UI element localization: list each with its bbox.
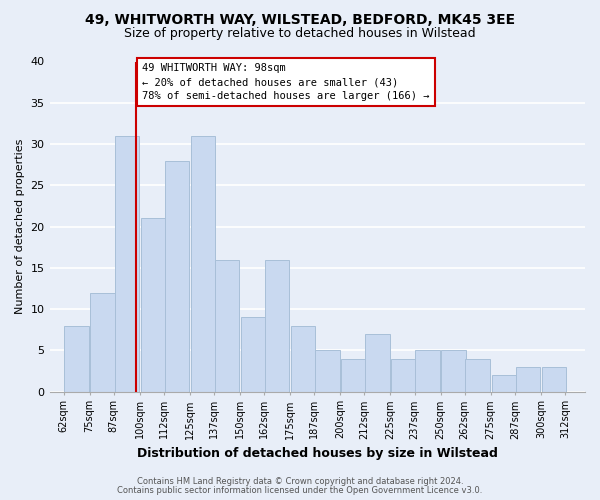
Bar [466, 358, 490, 392]
X-axis label: Distribution of detached houses by size in Wilstead: Distribution of detached houses by size … [137, 447, 498, 460]
Text: Contains HM Land Registry data © Crown copyright and database right 2024.: Contains HM Land Registry data © Crown c… [137, 477, 463, 486]
Bar [115, 136, 139, 392]
Bar [291, 326, 316, 392]
Y-axis label: Number of detached properties: Number of detached properties [15, 139, 25, 314]
Bar [315, 350, 340, 392]
Bar [215, 260, 239, 392]
Bar [191, 136, 215, 392]
Bar [542, 367, 566, 392]
Bar [415, 350, 440, 392]
Bar [442, 350, 466, 392]
Bar [391, 358, 416, 392]
Bar [140, 218, 165, 392]
Text: 49, WHITWORTH WAY, WILSTEAD, BEDFORD, MK45 3EE: 49, WHITWORTH WAY, WILSTEAD, BEDFORD, MK… [85, 12, 515, 26]
Bar [515, 367, 540, 392]
Bar [491, 375, 516, 392]
Bar [241, 318, 265, 392]
Bar [64, 326, 89, 392]
Text: Contains public sector information licensed under the Open Government Licence v3: Contains public sector information licen… [118, 486, 482, 495]
Bar [91, 292, 115, 392]
Text: 49 WHITWORTH WAY: 98sqm
← 20% of detached houses are smaller (43)
78% of semi-de: 49 WHITWORTH WAY: 98sqm ← 20% of detache… [142, 63, 429, 101]
Bar [265, 260, 289, 392]
Bar [164, 160, 189, 392]
Bar [341, 358, 365, 392]
Text: Size of property relative to detached houses in Wilstead: Size of property relative to detached ho… [124, 28, 476, 40]
Bar [365, 334, 389, 392]
